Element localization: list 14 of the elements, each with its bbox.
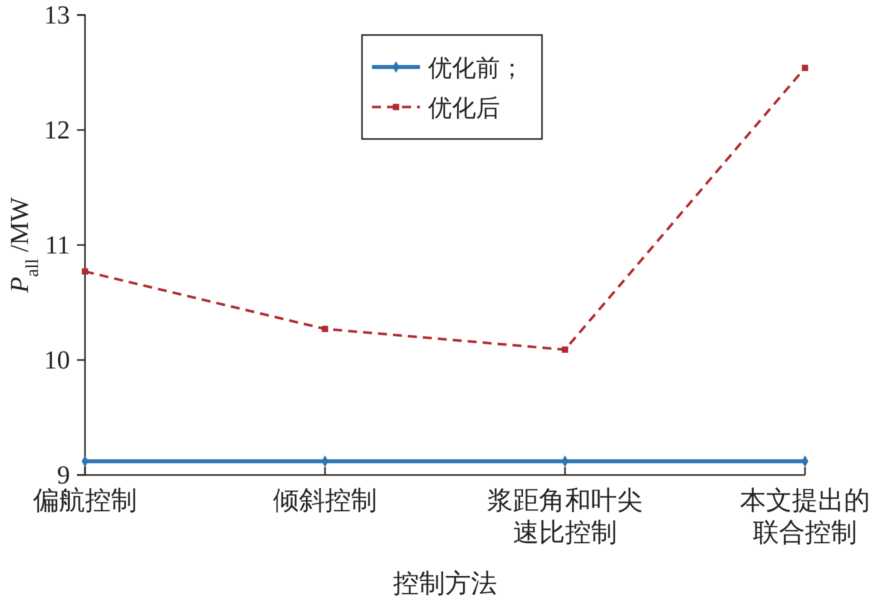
x-tick-label: 倾斜控制 (273, 486, 377, 515)
point (802, 64, 808, 72)
x-tick-label: 本文提出的联合控制 (740, 486, 870, 547)
legend-label: 优化前； (428, 56, 524, 82)
legend-label: 优化后 (428, 96, 500, 122)
y-tick-label: 10 (44, 345, 70, 374)
x-axis-title: 控制方法 (393, 569, 497, 598)
x-tick-label: 浆距角和叶尖速比控制 (487, 486, 643, 547)
point (562, 346, 568, 353)
y-tick-label: 11 (44, 230, 70, 260)
point (322, 326, 328, 332)
y-tick-label: 13 (44, 0, 70, 30)
point (82, 268, 88, 275)
y-tick-label: 12 (44, 115, 70, 144)
